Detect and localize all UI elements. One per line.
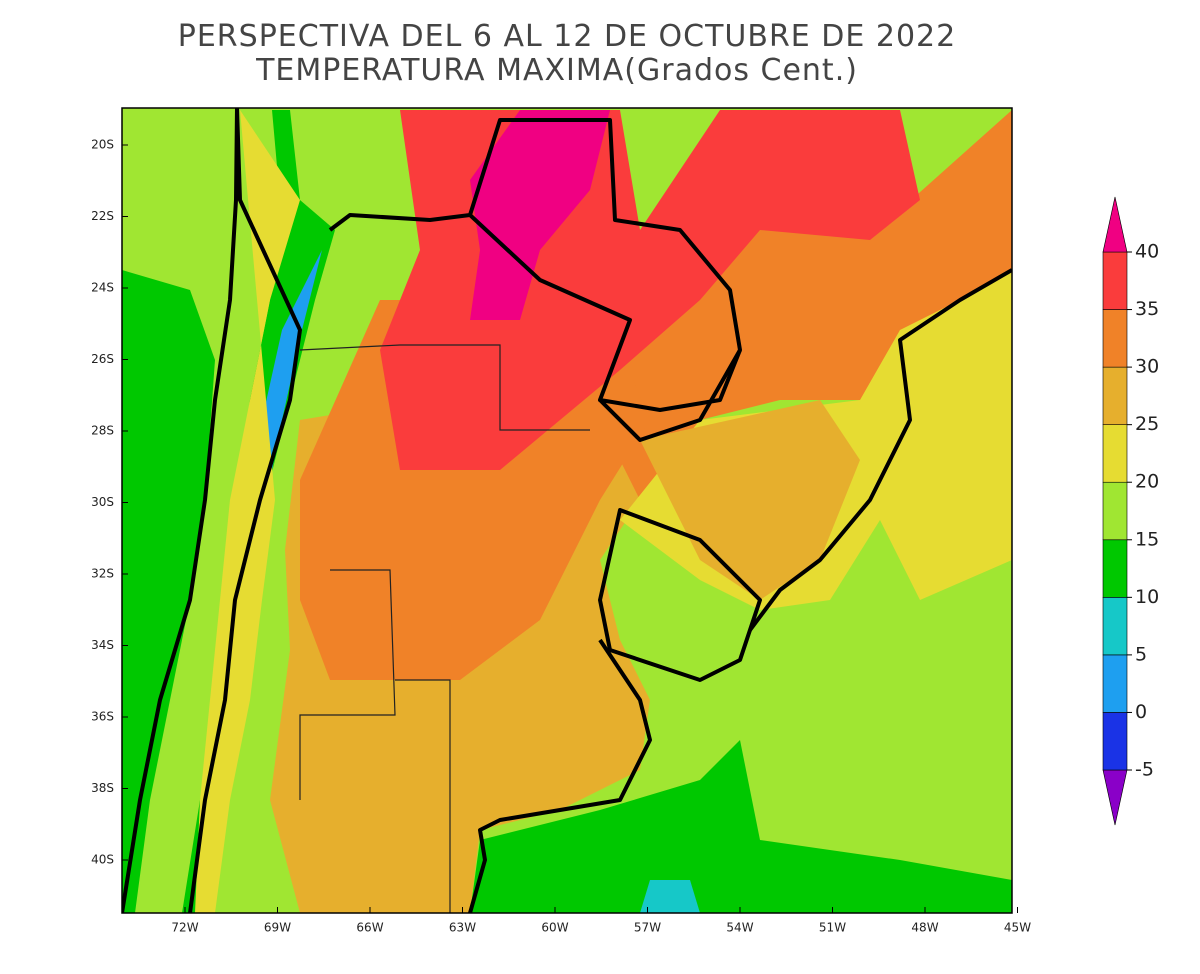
- colorbar-label: 20: [1135, 471, 1159, 493]
- field-ocean-south: [470, 740, 1012, 913]
- field-pacific: [122, 270, 215, 913]
- colorbar-label: 10: [1135, 586, 1159, 608]
- lon-label: 63W: [449, 921, 476, 935]
- province-lines: [395, 679, 451, 913]
- colorbar-under: [1102, 769, 1128, 826]
- lat-label: 32S: [91, 567, 114, 581]
- colorbar-bin: [1102, 251, 1128, 310]
- lat-label: 40S: [91, 853, 114, 867]
- colorbar-label: 15: [1135, 528, 1159, 550]
- colorbar-over: [1102, 196, 1128, 253]
- colorbar-bin: [1102, 712, 1128, 771]
- lon-label: 51W: [819, 921, 846, 935]
- coast-pacific: [122, 108, 239, 913]
- colorbar-label: 25: [1135, 413, 1159, 435]
- lon-label: 69W: [264, 921, 291, 935]
- title-line: PERSPECTIVA DEL 6 AL 12 DE OCTUBRE DE 20…: [178, 19, 956, 54]
- border-chile: [188, 108, 302, 913]
- lon-label: 57W: [634, 921, 661, 935]
- map: [121, 107, 1013, 914]
- colorbar-label: 0: [1135, 701, 1147, 723]
- title-line: TEMPERATURA MAXIMA(Grados Cent.): [255, 53, 858, 88]
- colorbar-bin: [1102, 481, 1128, 541]
- colorbar-label: 30: [1135, 356, 1159, 378]
- map-frame: [121, 107, 1013, 914]
- colorbar-bin: [1102, 539, 1128, 598]
- field-hottest: [470, 110, 610, 320]
- colorbar-label: 35: [1135, 298, 1159, 320]
- border-misiones: [598, 349, 742, 442]
- lat-label: 24S: [91, 281, 114, 295]
- lat-label: 38S: [91, 781, 114, 795]
- lon-label: 60W: [541, 921, 568, 935]
- lat-label: 22S: [91, 209, 114, 223]
- colorbar-bin: [1102, 597, 1128, 656]
- province-lines: [299, 344, 590, 431]
- colorbar-bin: [1102, 424, 1128, 483]
- coast-brazil: [748, 268, 1012, 632]
- field-ocean-cold: [640, 880, 700, 913]
- lat-label: 28S: [91, 424, 114, 438]
- field-south-brazil: [640, 400, 860, 600]
- lon-label: 54W: [726, 921, 753, 935]
- border-uruguay: [598, 508, 762, 682]
- lon-label: 72W: [171, 921, 198, 935]
- lon-label: 66W: [356, 921, 383, 935]
- colorbar-label: 5: [1135, 643, 1147, 665]
- lat-label: 30S: [91, 495, 114, 509]
- lat-label: 26S: [91, 352, 114, 366]
- lat-label: 20S: [91, 138, 114, 152]
- colorbar-bin: [1102, 654, 1128, 713]
- border-paraguay: [328, 118, 742, 412]
- lon-label: 48W: [911, 921, 938, 935]
- colorbar-bin: [1102, 366, 1128, 425]
- colorbar-bin: [1102, 309, 1128, 368]
- colorbar-label: -5: [1135, 759, 1154, 781]
- lat-label: 34S: [91, 638, 114, 652]
- colorbar-label: 40: [1135, 241, 1159, 263]
- lat-label: 36S: [91, 710, 114, 724]
- coast-atlantic: [468, 638, 652, 913]
- province-lines: [299, 569, 396, 800]
- lon-label: 45W: [1004, 921, 1031, 935]
